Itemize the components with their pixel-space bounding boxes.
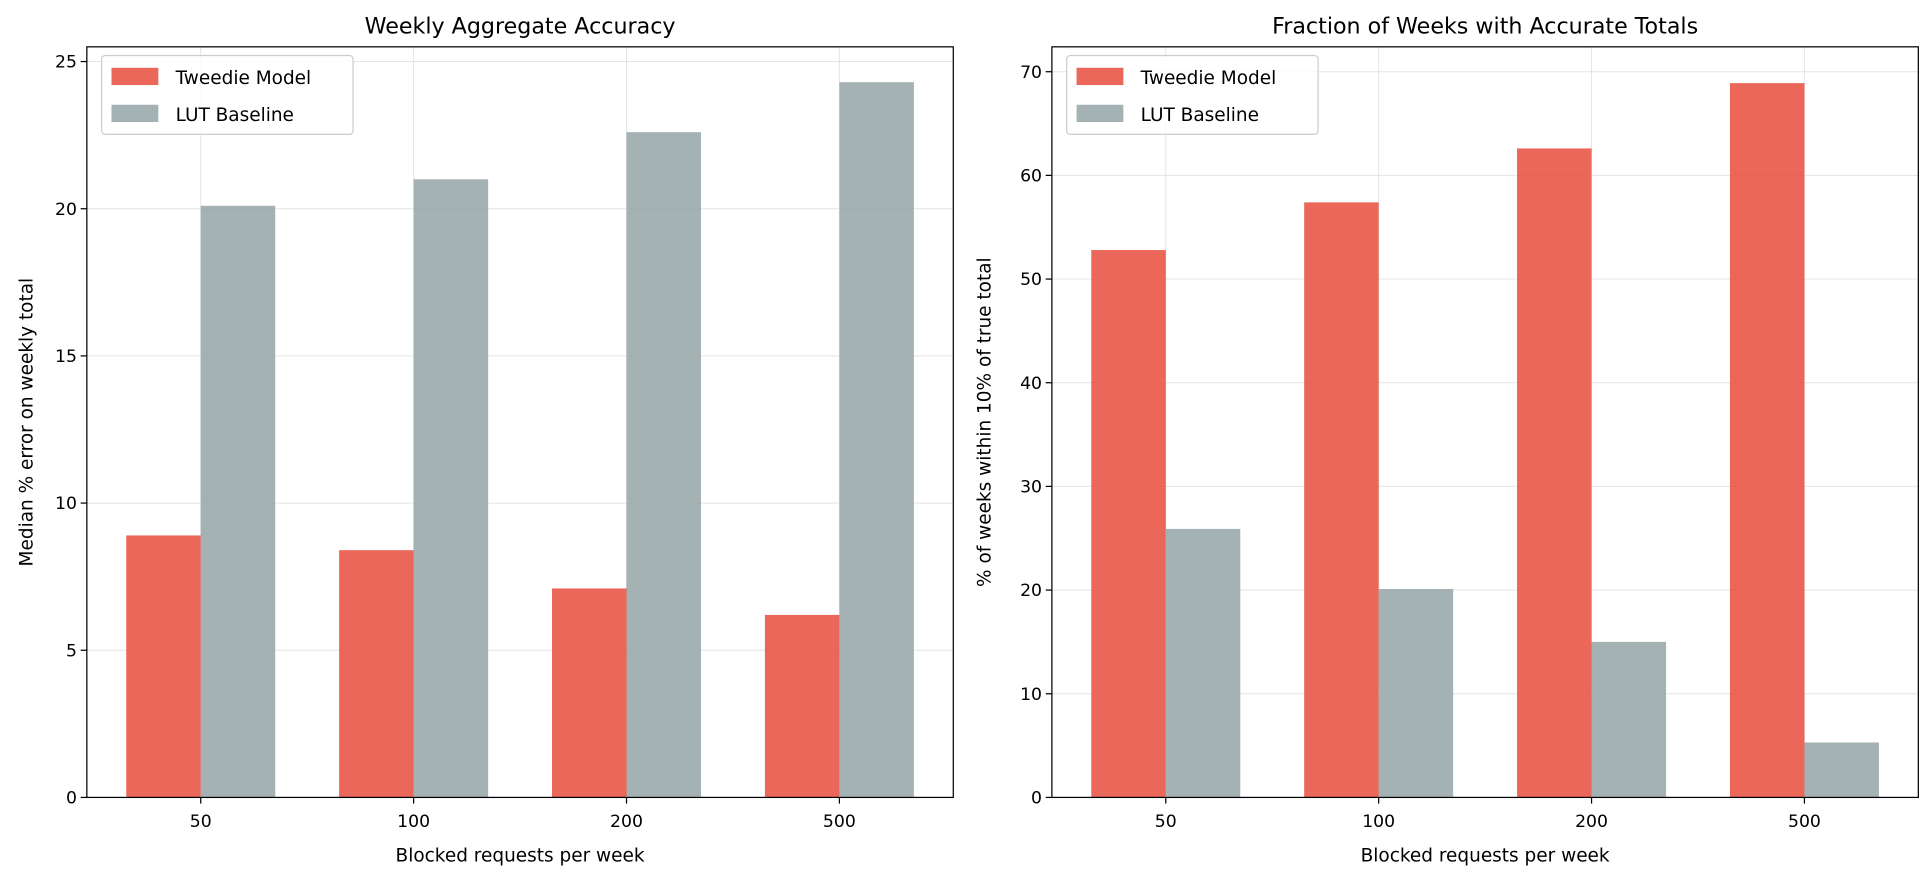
axes-frame [86,46,954,799]
y-tick-label: 0 [66,789,77,809]
bar-tweedie-model-500 [1729,83,1805,798]
legend-label: LUT Baseline [176,105,294,126]
chart-panel-2: 0 10 20 30 40 50 60 70 50 100 200 500 Fraction of We… [974,13,1919,867]
y-tick-label: 0 [1031,789,1042,809]
y-tick-label: 70 [1020,63,1042,83]
chart-title: Fraction of Weeks with Accurate Totals [1272,13,1698,39]
bar-lut-baseline-100 [413,179,489,798]
y-tick-label: 15 [55,347,77,367]
legend-swatch [1076,67,1124,86]
x-tick-label: 100 [397,812,430,832]
y-tick-label: 50 [1020,270,1042,290]
legend-label: Tweedie Model [1140,68,1277,89]
bar-tweedie-model-50 [126,535,201,798]
y-tick-label: 10 [55,494,77,514]
legend-swatch [111,104,159,123]
legend-box [1066,54,1319,135]
bar-lut-baseline-200 [626,132,702,798]
bar-tweedie-model-200 [552,588,627,798]
x-tick-label: 50 [190,812,212,832]
x-tick-label: 50 [1155,812,1177,832]
y-tick-label: 20 [55,200,77,220]
y-tick-label: 40 [1020,374,1042,394]
bar-lut-baseline-50 [200,205,276,798]
bar-lut-baseline-200 [1591,641,1667,798]
y-tick-label: 30 [1020,478,1042,498]
y-tick-label: 25 [55,53,77,73]
legend-label: Tweedie Model [175,68,312,89]
x-axis-label: Blocked requests per week [396,846,645,867]
legend: Tweedie Model LUT Baseline [101,54,354,135]
x-tick-label: 200 [1575,812,1608,832]
bar-lut-baseline-500 [839,82,914,798]
bar-tweedie-model-200 [1517,148,1592,798]
y-axis-label: Median % error on weekly total [17,278,38,567]
legend: Tweedie Model LUT Baseline [1066,54,1319,135]
bar-lut-baseline-500 [1804,742,1879,798]
x-tick-label: 500 [823,812,856,832]
axes-frame [1051,46,1919,799]
bar-tweedie-model-500 [764,614,840,798]
x-axis-label: Blocked requests per week [1361,846,1610,867]
y-tick-label: 5 [66,641,77,661]
x-tick-label: 500 [1788,812,1821,832]
bar-lut-baseline-50 [1165,528,1241,798]
chart-title: Weekly Aggregate Accuracy [365,13,676,39]
bar-tweedie-model-100 [339,550,414,798]
bar-tweedie-model-50 [1091,250,1166,798]
legend-label: LUT Baseline [1141,105,1259,126]
chart-panel-1: 0 5 10 15 20 25 50 100 200 500 Weekly Aggregate Ac… [17,13,954,867]
bar-tweedie-model-100 [1304,202,1379,798]
y-tick-label: 20 [1020,581,1042,601]
legend-swatch [1076,104,1124,123]
x-tick-label: 200 [610,812,643,832]
y-tick-label: 10 [1020,685,1042,705]
y-tick-label: 60 [1020,167,1042,187]
legend-swatch [111,67,159,86]
x-tick-label: 100 [1362,812,1395,832]
bar-lut-baseline-100 [1378,589,1454,798]
y-axis-label: % of weeks within 10% of true total [974,257,995,587]
legend-box [101,54,354,135]
